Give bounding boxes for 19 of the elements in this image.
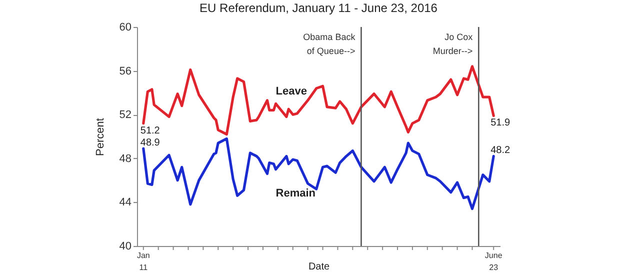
y-tick-label: 48 bbox=[119, 152, 132, 165]
data-label: 51.2 bbox=[140, 125, 160, 136]
x-tick-label: Jan 11 bbox=[136, 251, 150, 272]
data-label: 51.9 bbox=[490, 118, 510, 129]
series-label: Leave bbox=[276, 86, 307, 98]
y-axis-title: Percent bbox=[94, 118, 106, 156]
data-label: 48.9 bbox=[140, 138, 160, 149]
y-tick-label: 56 bbox=[119, 65, 132, 78]
ref-line-label: Obama Back of Queue--> bbox=[303, 32, 356, 56]
x-axis-title: Date bbox=[308, 262, 330, 272]
data-label: 48.2 bbox=[490, 145, 510, 156]
chart-title: EU Referendum, January 11 - June 23, 2016 bbox=[200, 1, 438, 15]
x-tick-label: June 23 bbox=[484, 251, 503, 272]
y-tick-label: 44 bbox=[119, 196, 132, 209]
series-label: Remain bbox=[276, 187, 316, 200]
y-tick-label: 60 bbox=[119, 22, 132, 34]
y-tick-label: 52 bbox=[119, 109, 132, 122]
y-tick-label: 40 bbox=[119, 240, 132, 252]
ref-line-label: Jo Cox Murder--> bbox=[432, 32, 474, 56]
